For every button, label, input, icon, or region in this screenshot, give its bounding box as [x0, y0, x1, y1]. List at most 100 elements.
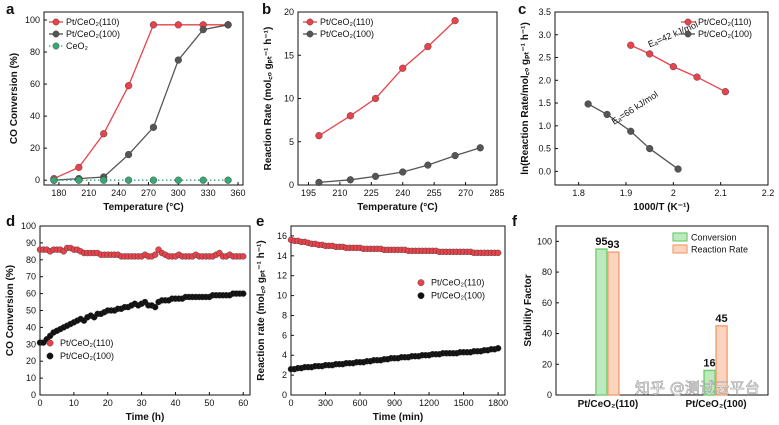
y-tick-label: 100 [25, 15, 40, 25]
y-tick-label: 60 [542, 298, 552, 308]
panel-a: a 180 210 240 270 300 330 360 0 20 40 60 80 100 Temper… [6, 1, 246, 213]
bar-value-label-0-1: 93 [607, 239, 619, 251]
data-point-s0-1 [75, 163, 83, 171]
y-tick-label: 10 [284, 94, 294, 104]
x-tick-label: 20 [103, 398, 113, 408]
legend-marker-1 [46, 352, 54, 360]
legend-swatch-1 [672, 244, 688, 254]
y-tick-label: 100 [537, 236, 552, 246]
legend-marker-0 [684, 18, 692, 26]
data-point-s1-5 [174, 56, 182, 64]
legend-marker-1 [52, 30, 60, 38]
y-tick-label: 8 [282, 310, 287, 320]
x-axis-label: Temperature (°C) [357, 202, 438, 213]
data-point-s0-2 [100, 130, 108, 138]
y-axis-label: CO Conversion (%) [9, 53, 20, 144]
y-tick-label: 40 [26, 322, 36, 332]
data-point-s1-1 [603, 110, 611, 119]
y-tick-label: 1.5 [538, 98, 551, 108]
y-tick-label: 30 [26, 339, 36, 349]
data-point-s0-1 [346, 112, 354, 120]
x-tick-label: 1800 [488, 398, 508, 408]
x-tick-label: 1500 [454, 398, 474, 408]
data-point-s1-3 [399, 168, 407, 176]
x-tick-label: 2.1 [714, 188, 727, 198]
data-point-s2-4 [149, 176, 158, 184]
y-tick-label: 40 [30, 111, 40, 121]
y-tick-label: 14 [277, 251, 287, 261]
legend-label-1: Pt/CeO₂(100) [431, 291, 485, 301]
y-tick-label: 80 [542, 267, 552, 277]
y-tick-label: 3.5 [538, 7, 551, 17]
x-tick-label: 900 [387, 398, 402, 408]
watermark-text: 知乎 @测试云平台 [635, 379, 760, 397]
y-tick-label: 15 [284, 50, 294, 60]
y-tick-label: 0 [289, 180, 294, 190]
y-tick-label: 2.0 [538, 75, 551, 85]
data-point-s2-2 [100, 176, 108, 184]
data-point-s1-60 [494, 345, 502, 352]
y-tick-label: 20 [284, 7, 294, 17]
y-tick-label: 3.0 [538, 30, 551, 40]
panel-label: a [6, 1, 15, 18]
data-point-s1-0 [584, 100, 592, 108]
bar-value-label-0-0: 95 [595, 236, 607, 248]
bar-value-label-1-0: 16 [703, 357, 715, 369]
data-point-s1-2 [371, 172, 380, 180]
legend-label-0: Pt/CeO₂(110) [320, 17, 373, 27]
panel-c: c 1.8 1.9 2 2.1 2.2 0.0 0.5 1.0 1.5 2.0 2.5 3.0 3.5 10… [518, 1, 774, 213]
legend-label-0: Pt/CeO₂(110) [60, 338, 113, 348]
bar-value-label-1-1: 45 [715, 313, 727, 325]
activation-energy-label-1: Eₐ=66 kJ/mol [610, 89, 660, 126]
x-tick-label: 270 [458, 188, 473, 198]
data-point-s1-7 [224, 21, 232, 29]
y-tick-label: 0.0 [538, 166, 551, 176]
y-axis-label: Reaction Rate (mol꜀ₒ gₚₜ⁻¹ h⁻¹) [263, 27, 274, 171]
data-point-s1-4 [674, 165, 682, 173]
x-tick-label: 2.2 [762, 188, 775, 198]
legend-label-0: Pt/CeO₂(110) [66, 17, 119, 27]
series-line-0 [630, 44, 726, 93]
x-tick-label: 40 [170, 398, 180, 408]
legend-marker-2 [52, 42, 60, 50]
data-point-s0-4 [721, 88, 730, 96]
panel-label: e [256, 213, 264, 230]
legend-swatch-0 [672, 232, 688, 242]
y-tick-label: 16 [277, 231, 287, 241]
y-tick-label: 20 [30, 143, 40, 153]
panel-e: e 0 300 600 900 1200 1500 1800 0 2 4 6 8 10 12 14 16 Time… [256, 213, 508, 423]
y-tick-label: 2 [282, 370, 287, 380]
y-tick-label: 0 [35, 175, 40, 185]
x-tick-label: 60 [238, 398, 248, 408]
series-line-0 [53, 24, 229, 180]
bar-0-1 [607, 251, 620, 396]
bar-1-0 [703, 369, 716, 396]
data-point-s1-6 [199, 26, 207, 34]
x-tick-label: 600 [353, 398, 368, 408]
bar-0-0 [595, 248, 608, 396]
bar-1-1 [715, 325, 728, 396]
data-point-s1-2 [627, 127, 635, 135]
x-tick-label: 360 [231, 188, 246, 198]
legend-label-1: Pt/CeO₂(100) [66, 29, 120, 39]
y-axis-label: ln(Reaction Rate/mol꜀ₒ gₚₜ⁻¹ h⁻¹) [520, 22, 531, 175]
x-tick-label: 225 [364, 188, 379, 198]
data-point-s0-0 [315, 132, 323, 140]
data-point-s2-6 [199, 176, 207, 184]
legend-label-1: Reaction Rate [691, 245, 748, 255]
data-point-s2-1 [75, 176, 83, 184]
y-tick-label: 20 [542, 359, 552, 369]
y-tick-label: 5 [289, 137, 294, 147]
data-point-s0-5 [451, 17, 459, 25]
y-tick-label: 1.0 [538, 121, 551, 131]
x-tick-label: 10 [69, 398, 79, 408]
y-tick-label: 80 [26, 255, 36, 265]
x-tick-label: 0 [288, 398, 293, 408]
data-point-s1-6 [476, 144, 484, 152]
x-tick-label: 210 [332, 188, 347, 198]
legend-marker-0 [52, 18, 60, 26]
data-point-s0-0 [627, 41, 635, 49]
y-tick-label: 50 [26, 306, 36, 316]
y-tick-label: 0 [31, 390, 36, 400]
legend-label-0: Pt/CeO₂(110) [431, 278, 484, 288]
